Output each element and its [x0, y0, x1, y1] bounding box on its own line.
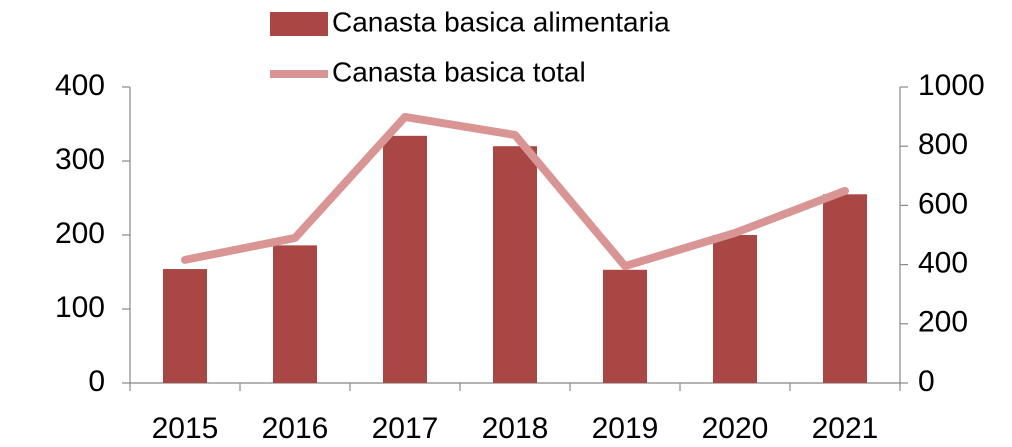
line [181, 112, 849, 271]
y-tick-label: 300 [55, 143, 105, 176]
bar [383, 135, 427, 383]
x-tick-label: 2019 [592, 412, 659, 445]
y-tick-label: 200 [55, 217, 105, 250]
legend-swatch [270, 12, 328, 36]
legend-label: Canasta basica total [332, 56, 586, 87]
bar [603, 269, 647, 383]
y2-tick-label: 400 [918, 247, 968, 280]
bar [823, 194, 867, 383]
bar [713, 235, 757, 383]
y-tick-label: 100 [55, 291, 105, 324]
x-tick-label: 2017 [372, 412, 439, 445]
y2-tick-label: 800 [918, 128, 968, 161]
y-tick-label: 0 [88, 365, 105, 398]
y2-tick-label: 0 [918, 365, 935, 398]
x-tick-label: 2018 [482, 412, 549, 445]
bar [163, 269, 207, 383]
x-tick-label: 2020 [702, 412, 769, 445]
x-tick-label: 2015 [152, 412, 219, 445]
bar [493, 146, 537, 383]
y2-tick-label: 200 [918, 306, 968, 339]
x-tick-label: 2016 [262, 412, 329, 445]
y2-tick-label: 1000 [918, 69, 985, 102]
y-tick-label: 400 [55, 69, 105, 102]
bar [273, 245, 317, 383]
legend-label: Canasta basica alimentaria [332, 6, 670, 37]
y2-tick-label: 600 [918, 187, 968, 220]
x-tick-label: 2021 [812, 412, 879, 445]
